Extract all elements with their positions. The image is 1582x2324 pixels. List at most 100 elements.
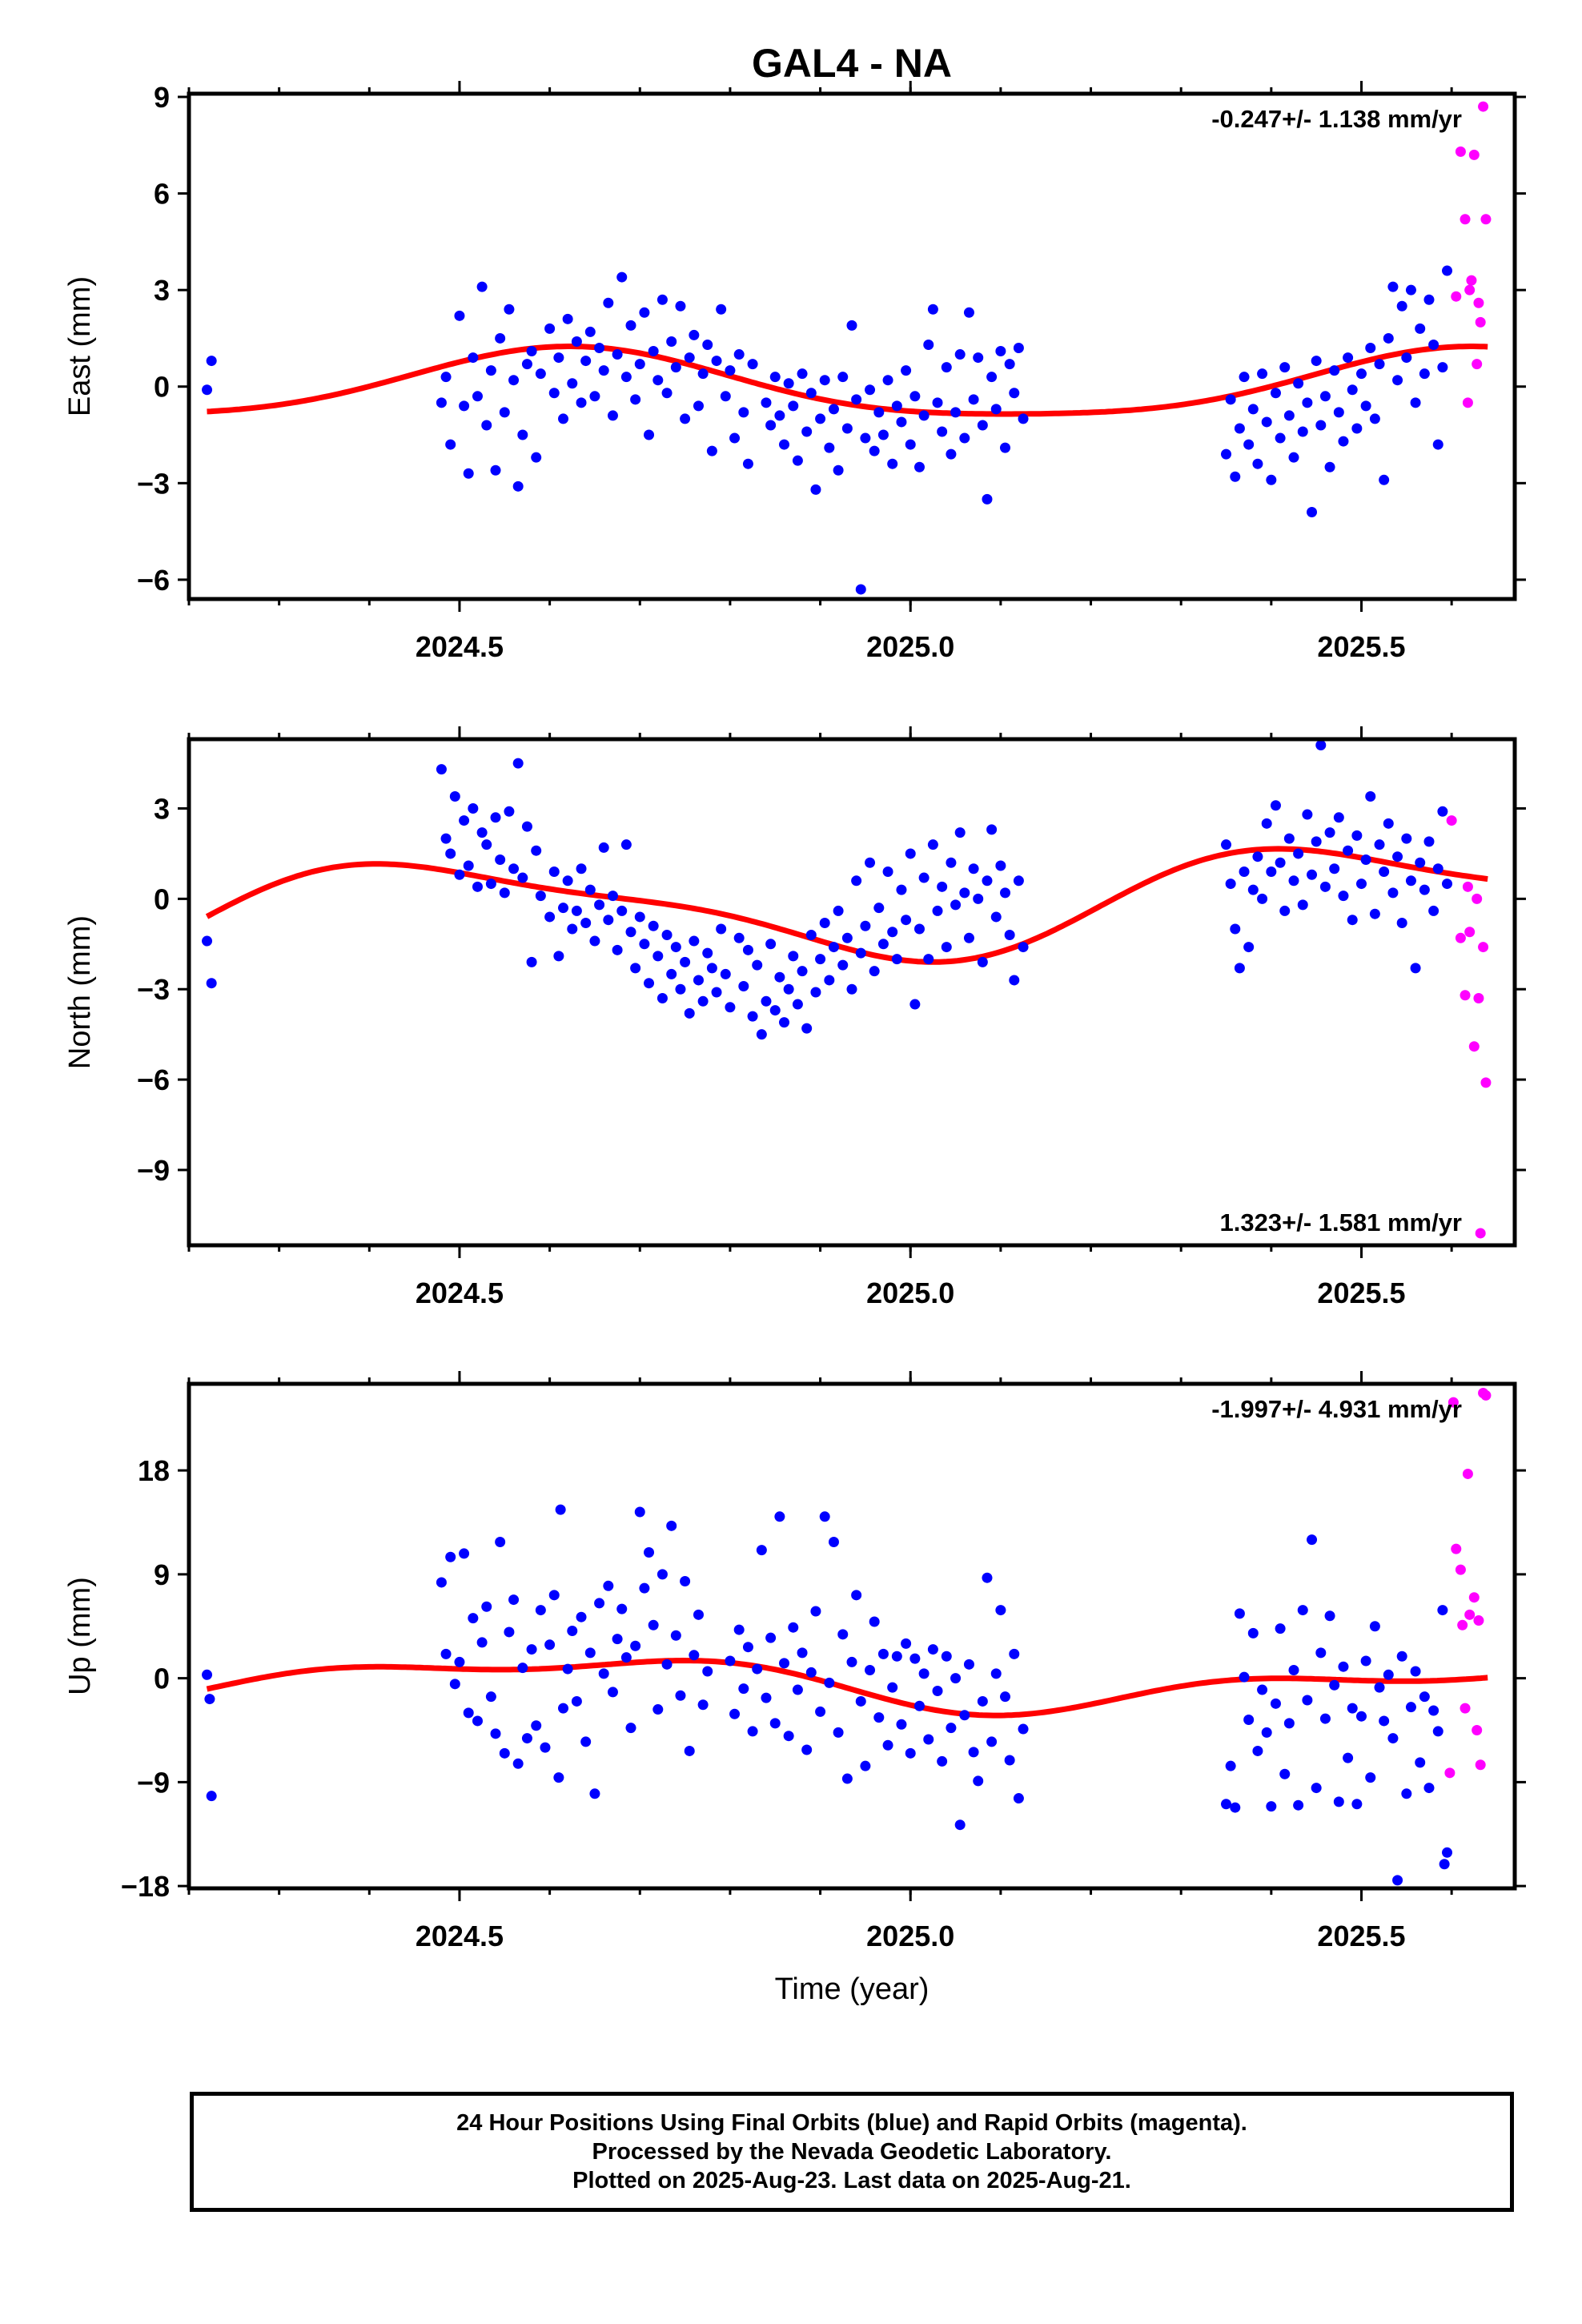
east-y-axis-label: East (mm) <box>63 276 97 416</box>
north-final-point <box>873 903 885 914</box>
east-final-point <box>819 375 830 386</box>
footer-line-2: Processed by the Nevada Geodetic Laborat… <box>592 2139 1112 2165</box>
east-final-point <box>1324 461 1335 472</box>
east-final-point <box>1355 368 1367 380</box>
north-final-point <box>1230 923 1241 935</box>
up-final-point <box>463 1707 474 1719</box>
north-final-point <box>1266 866 1277 878</box>
up-final-point <box>1365 1772 1376 1783</box>
east-final-point <box>1428 339 1439 350</box>
north-final-point <box>531 845 542 856</box>
north-rapid-point <box>1475 1228 1486 1239</box>
up-final-point <box>923 1734 934 1745</box>
up-final-point <box>738 1683 749 1695</box>
east-final-point <box>954 349 966 360</box>
up-final-point <box>1297 1605 1308 1616</box>
up-final-point <box>769 1718 781 1729</box>
east-final-point <box>918 410 930 421</box>
east-x-tick-label: 2024.5 <box>416 630 504 663</box>
north-final-point <box>986 824 998 835</box>
up-final-point <box>468 1613 479 1624</box>
east-final-point <box>656 294 668 305</box>
east-final-point <box>202 384 213 396</box>
north-final-point <box>440 833 452 844</box>
up-final-point <box>941 1651 952 1662</box>
east-rapid-point <box>1451 291 1462 302</box>
up-final-point <box>1221 1799 1232 1810</box>
up-final-point <box>1293 1799 1304 1811</box>
east-final-point <box>982 493 993 505</box>
up-x-tick-label: 2025.0 <box>866 1920 954 1952</box>
up-final-point <box>459 1548 470 1559</box>
east-final-point <box>941 362 952 373</box>
east-final-point <box>1315 420 1327 431</box>
north-final-point <box>963 932 974 943</box>
east-final-point <box>1000 442 1011 453</box>
east-final-point <box>440 372 452 383</box>
up-final-point <box>973 1775 984 1787</box>
north-final-point <box>725 1002 736 1013</box>
north-final-point <box>995 860 1006 871</box>
north-final-point <box>648 920 659 931</box>
north-final-point <box>1392 851 1403 862</box>
north-final-point <box>616 905 628 916</box>
north-final-point <box>841 932 853 943</box>
north-final-point <box>891 954 902 965</box>
up-final-point <box>440 1648 452 1659</box>
east-final-point <box>950 407 962 418</box>
north-final-point <box>1410 963 1421 974</box>
east-final-point <box>923 339 934 350</box>
north-final-point <box>913 923 925 935</box>
east-final-point <box>824 442 835 453</box>
north-final-point <box>1221 839 1232 850</box>
north-rapid-point <box>1464 927 1476 938</box>
east-final-point <box>1288 452 1299 463</box>
up-rapid-point <box>1475 1759 1486 1771</box>
north-final-point <box>1307 869 1318 880</box>
up-final-point <box>946 1723 957 1734</box>
north-final-point <box>620 839 632 850</box>
up-final-point <box>833 1727 844 1738</box>
up-model-curve <box>206 1657 1488 1719</box>
north-final-point <box>680 956 691 967</box>
up-final-point <box>1302 1695 1313 1706</box>
east-final-point <box>1018 413 1029 424</box>
north-final-point <box>1243 942 1255 953</box>
north-final-point <box>706 963 717 974</box>
north-final-point <box>1396 917 1407 928</box>
north-final-point <box>584 884 596 895</box>
up-final-point <box>801 1744 813 1755</box>
east-final-point <box>706 445 717 456</box>
east-final-point <box>666 336 677 347</box>
north-final-point <box>485 879 496 890</box>
up-final-point <box>1261 1727 1272 1738</box>
east-final-point <box>531 452 542 463</box>
east-final-point <box>625 320 636 331</box>
east-final-point <box>877 429 889 440</box>
east-final-point <box>1004 359 1015 370</box>
east-final-point <box>1423 294 1435 305</box>
east-final-point <box>670 362 681 373</box>
east-final-point <box>481 420 492 431</box>
east-final-point <box>738 407 749 418</box>
up-final-point <box>873 1712 885 1723</box>
up-final-point <box>954 1819 966 1831</box>
up-final-point <box>544 1639 556 1651</box>
north-final-point <box>630 963 641 974</box>
north-final-point <box>1315 740 1327 751</box>
north-final-point <box>702 947 713 959</box>
up-final-point <box>555 1504 566 1515</box>
north-rapid-point <box>1473 993 1484 1004</box>
north-final-point <box>941 942 952 953</box>
north-final-point <box>594 899 605 911</box>
east-final-point <box>1225 394 1236 405</box>
east-final-point <box>891 400 902 412</box>
up-final-point <box>675 1690 686 1701</box>
east-final-point <box>1442 265 1453 276</box>
up-final-point <box>689 1650 700 1661</box>
east-final-point <box>648 346 659 357</box>
east-final-point <box>684 352 695 364</box>
north-final-point <box>436 764 447 775</box>
up-final-point <box>977 1695 988 1707</box>
north-final-point <box>973 893 984 904</box>
